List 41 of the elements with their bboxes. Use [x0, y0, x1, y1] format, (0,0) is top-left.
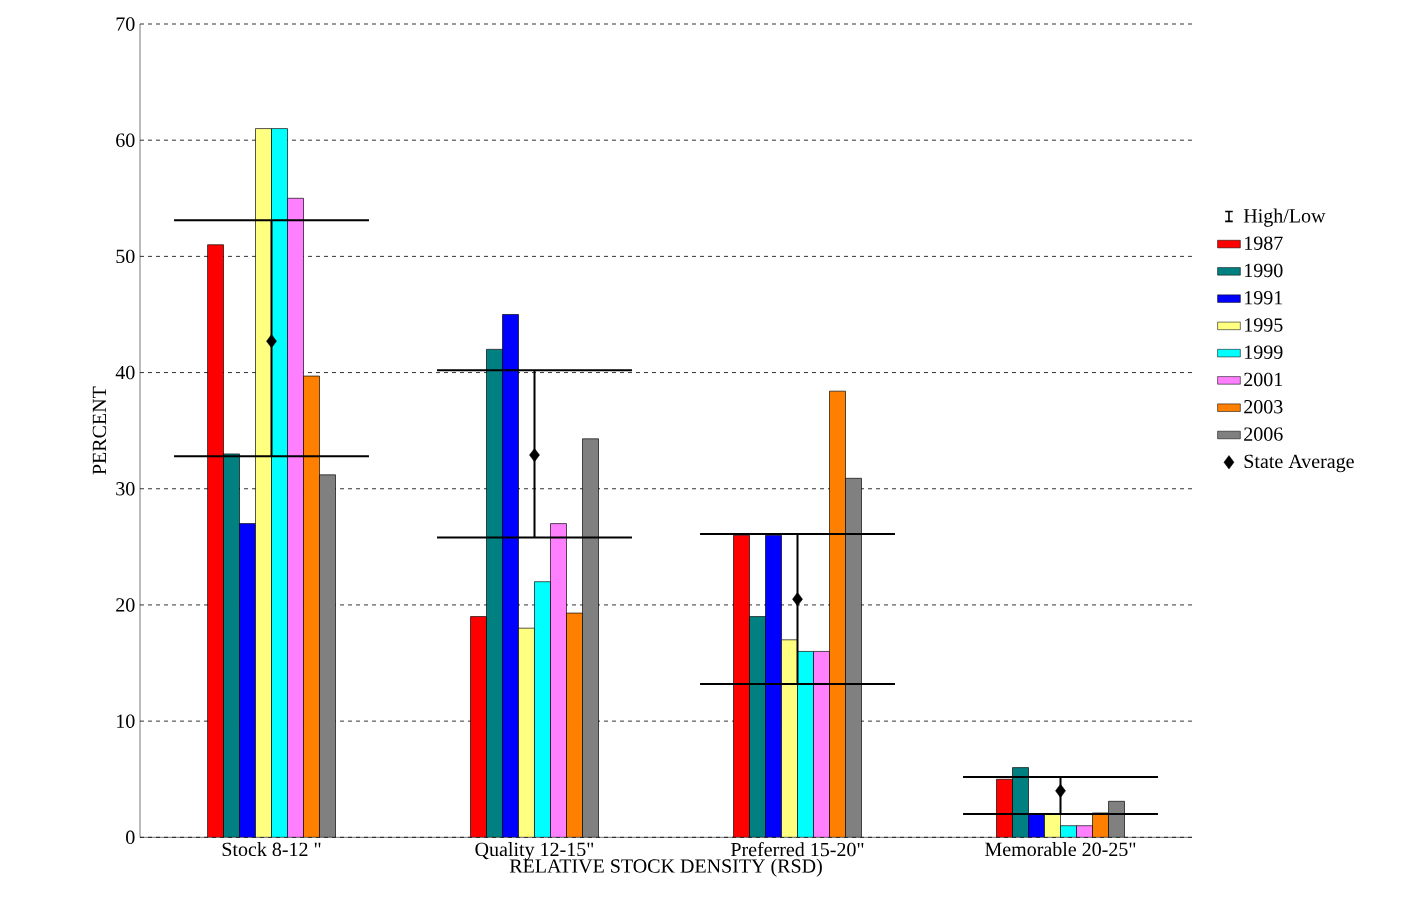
legend-label: 1999 — [1245, 345, 1283, 359]
bar — [781, 639, 798, 838]
y-tick-label: 60 — [116, 133, 135, 147]
point — [266, 334, 277, 348]
legend-label: High/Low — [1243, 208, 1326, 227]
y-tick-label: 10 — [117, 714, 135, 728]
legend-label: 2001 — [1244, 372, 1283, 387]
bar — [470, 616, 487, 838]
y-tick-label: 20 — [116, 598, 135, 612]
y-tick-label: 0 — [126, 830, 135, 844]
bar — [550, 523, 567, 838]
point — [1055, 783, 1066, 798]
bar — [271, 128, 288, 838]
y-tick-label: 70 — [116, 17, 135, 31]
x-axis-title: RELATIVE STOCK DENSITY (RSD) — [509, 858, 822, 877]
x-tick-label: Stock 8-12 " — [222, 841, 321, 856]
bar — [534, 581, 551, 838]
bar — [733, 535, 750, 838]
bar — [749, 616, 766, 838]
bar — [255, 128, 272, 838]
y-tick-label: 30 — [116, 481, 135, 496]
y-tick-label: 40 — [115, 365, 135, 380]
x-tick-label: Memorable 20-25" — [985, 841, 1136, 856]
bar — [813, 651, 830, 838]
legend-label: 1990 — [1245, 263, 1283, 278]
legend-label: 1995 — [1245, 318, 1283, 332]
x-tick-label: Preferred 15-20" — [730, 841, 864, 857]
point — [792, 592, 803, 606]
bar — [797, 651, 814, 838]
point — [529, 447, 540, 462]
legend-label: 2006 — [1244, 427, 1283, 441]
legend-label: 2003 — [1244, 399, 1283, 414]
bar — [287, 198, 304, 838]
legend-label: 1991 — [1245, 290, 1283, 305]
bar — [518, 628, 535, 838]
y-tick-label: 50 — [116, 249, 135, 263]
legend-label: 1987 — [1245, 236, 1283, 250]
legend-label: State Average — [1244, 454, 1354, 473]
y-axis-title: PERCENT — [92, 386, 107, 475]
bar — [207, 244, 224, 838]
bar — [486, 349, 503, 838]
